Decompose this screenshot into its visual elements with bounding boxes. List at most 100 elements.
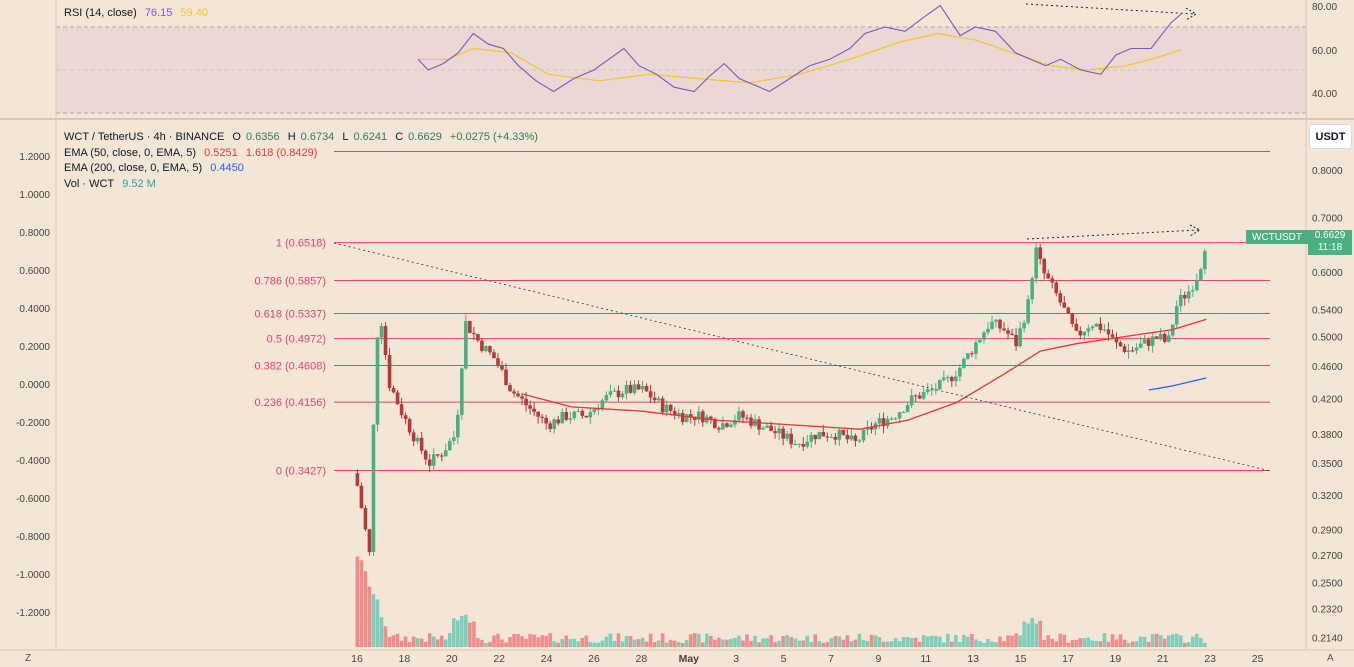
candle-body xyxy=(817,431,822,440)
candle-body xyxy=(797,443,802,445)
ema50-label: EMA (50, close, 0, EMA, 5) xyxy=(64,146,197,159)
volume-bar xyxy=(439,635,444,647)
candle-body xyxy=(508,385,512,392)
volume-bar xyxy=(929,635,934,647)
candle-body xyxy=(1078,330,1083,336)
volume-bar xyxy=(873,635,878,647)
volume-bar xyxy=(371,594,376,647)
volume-bar xyxy=(1130,641,1135,647)
candle-body xyxy=(379,326,384,338)
volume-bar xyxy=(399,640,404,647)
volume-bar xyxy=(773,642,777,647)
candle-body xyxy=(1195,280,1199,291)
candle-body xyxy=(901,412,906,414)
right-axis-tick: 0.5000 xyxy=(1312,333,1343,344)
candle-body xyxy=(628,384,633,393)
candle-body xyxy=(664,404,669,413)
volume-bar xyxy=(1030,617,1034,647)
candle-body xyxy=(696,411,701,420)
candle-body xyxy=(837,429,842,440)
volume-bar xyxy=(564,635,569,647)
volume-bar xyxy=(1182,642,1187,647)
volume-bar xyxy=(443,639,448,647)
candle-body xyxy=(829,436,834,438)
candle-body xyxy=(472,332,476,335)
volume-bar xyxy=(1150,634,1155,647)
candle-body xyxy=(709,416,713,419)
auto-scale-button[interactable]: A xyxy=(1327,653,1334,664)
candle-body xyxy=(636,384,641,390)
time-axis-tick: 15 xyxy=(1015,653,1027,665)
volume-bar xyxy=(516,634,520,647)
candle-body xyxy=(1134,347,1139,351)
left-axis-tick: 1.0000 xyxy=(19,190,50,201)
volume-bar xyxy=(692,633,697,647)
volume-bar xyxy=(632,639,637,647)
divergence-line-rsi xyxy=(1025,3,1195,15)
volume-bar xyxy=(1054,641,1059,647)
candle-body xyxy=(825,436,830,438)
volume-bar xyxy=(1062,634,1067,647)
timezone-button[interactable]: Z xyxy=(25,653,32,664)
volume-bar xyxy=(805,635,810,647)
candle-body xyxy=(909,395,914,406)
volume-bar xyxy=(528,633,532,647)
volume-bar xyxy=(1110,634,1115,647)
volume-bar xyxy=(757,642,761,647)
ema50-line xyxy=(523,318,1207,430)
volume-bar xyxy=(1114,639,1119,647)
left-axis-tick: 0.0000 xyxy=(19,380,50,391)
volume-bar xyxy=(536,637,540,647)
volume-bar xyxy=(355,556,360,647)
right-axis-tick: 0.2900 xyxy=(1312,526,1343,537)
volume-bar xyxy=(745,634,749,647)
volume-bar xyxy=(648,633,653,647)
candle-body xyxy=(1054,282,1059,294)
candle-body xyxy=(1158,333,1163,339)
right-axis-tick: 0.5400 xyxy=(1312,305,1343,316)
volume-bar xyxy=(813,634,818,647)
candle-body xyxy=(480,340,484,352)
candle-body xyxy=(492,352,496,359)
volume-bar xyxy=(701,642,705,647)
volume-bar xyxy=(480,640,484,647)
candle-body xyxy=(1102,329,1107,331)
currency-button[interactable]: USDT xyxy=(1309,124,1352,149)
vol-value: 9.52 M xyxy=(122,177,156,190)
candle-body xyxy=(1178,295,1183,307)
candle-body xyxy=(982,332,986,340)
candle-body xyxy=(701,411,705,423)
volume-bar xyxy=(785,635,789,647)
candle-body xyxy=(355,473,360,486)
candle-body xyxy=(552,419,557,429)
candle-body xyxy=(1162,333,1167,342)
candle-body xyxy=(399,404,404,416)
volume-bar xyxy=(893,638,898,647)
candle-body xyxy=(737,411,741,421)
volume-bar xyxy=(1006,635,1010,647)
time-axis-tick: 24 xyxy=(541,653,553,665)
volume-bar xyxy=(387,636,392,647)
candle-body xyxy=(1066,307,1071,314)
volume-bar xyxy=(383,626,388,647)
volume-bar xyxy=(970,633,974,647)
candle-body xyxy=(383,326,388,356)
volume-bar xyxy=(990,641,994,647)
time-axis-tick: 17 xyxy=(1062,653,1074,665)
candle-body xyxy=(821,431,826,437)
rsi-title: RSI (14, close) xyxy=(64,7,137,19)
volume-bar xyxy=(853,639,858,647)
volume-bar xyxy=(395,633,400,647)
volume-bar xyxy=(921,635,926,647)
ema200-value: 0.4450 xyxy=(210,162,244,174)
volume-bar xyxy=(628,635,633,647)
volume-bar xyxy=(829,638,834,647)
candle-body xyxy=(1006,330,1010,334)
time-axis-tick: 18 xyxy=(399,653,411,665)
volume-bar xyxy=(905,636,910,647)
volume-bar xyxy=(572,638,577,647)
volume-bar xyxy=(379,617,384,647)
volume-bar xyxy=(849,641,854,647)
candle-body xyxy=(785,433,789,439)
right-axis-tick: 0.3200 xyxy=(1312,491,1343,502)
